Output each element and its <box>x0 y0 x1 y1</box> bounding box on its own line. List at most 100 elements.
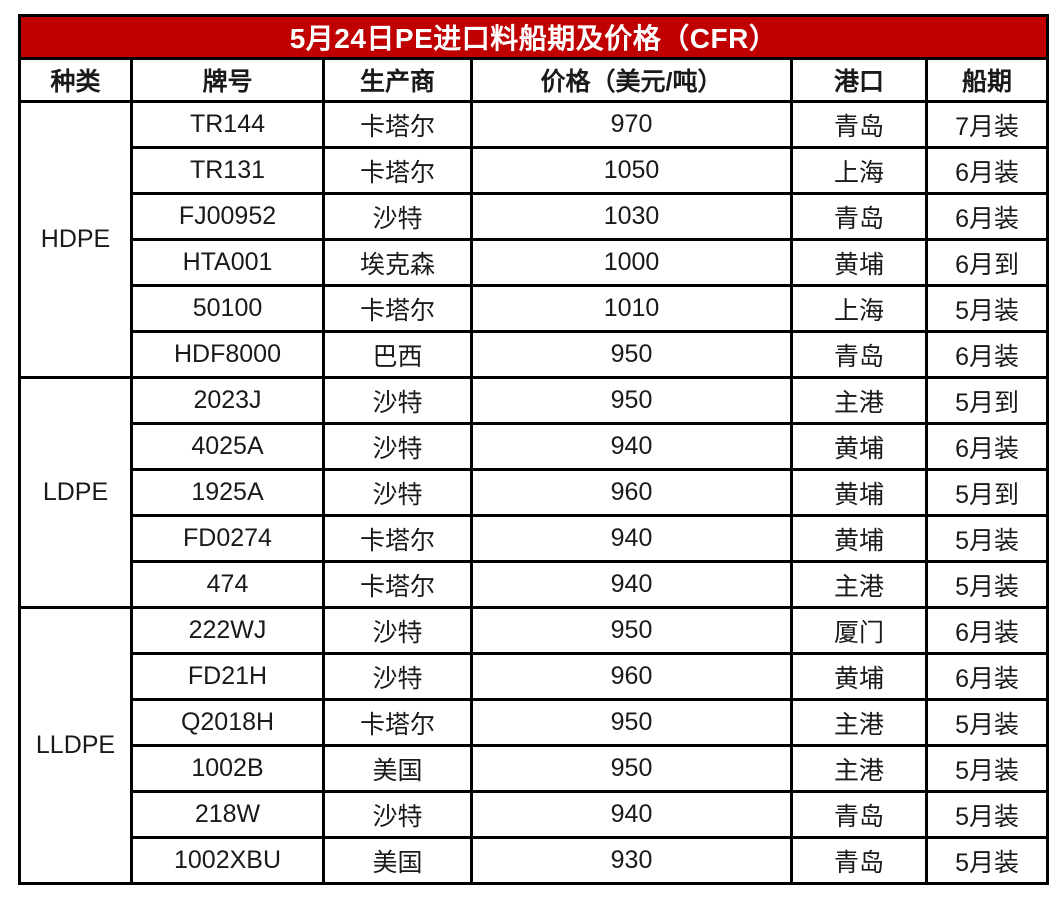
header-port: 港口 <box>790 57 928 103</box>
cell-schedule: 6月装 <box>924 606 1050 655</box>
cell-port: 青岛 <box>790 836 928 885</box>
cell-producer: 卡塔尔 <box>322 146 473 195</box>
table-row: LDPE 2023J 沙特 950 主港 5月到 <box>18 376 1050 609</box>
cell-schedule: 6月装 <box>924 330 1050 379</box>
header-schedule: 船期 <box>924 57 1050 103</box>
cell-port: 青岛 <box>790 100 928 149</box>
cell-grade: 218W <box>130 790 325 839</box>
cell-schedule: 5月装 <box>924 514 1050 563</box>
cell-grade: HTA001 <box>130 238 325 287</box>
cell-price: 960 <box>470 652 793 701</box>
cell-port: 黄埔 <box>790 514 928 563</box>
header-grade: 牌号 <box>130 57 325 103</box>
cell-grade: 2023J <box>130 376 325 425</box>
table-row: 1925A 沙特 960 黄埔 5月到 <box>20 468 1050 517</box>
cell-producer: 埃克森 <box>322 238 473 287</box>
cell-schedule: 6月装 <box>924 422 1050 471</box>
table-row: HTA001 埃克森 1000 黄埔 6月到 <box>20 238 1050 287</box>
cell-schedule: 5月装 <box>924 790 1050 839</box>
cell-producer: 卡塔尔 <box>322 100 473 149</box>
header-price: 价格（美元/吨） <box>470 57 793 103</box>
group-cell-ldpe: LDPE <box>18 376 133 609</box>
cell-grade: 4025A <box>130 422 325 471</box>
cell-price: 1050 <box>470 146 793 195</box>
table-row: 474 卡塔尔 940 主港 5月装 <box>20 560 1050 609</box>
cell-port: 厦门 <box>790 606 928 655</box>
cell-port: 主港 <box>790 560 928 609</box>
cell-grade: 50100 <box>130 284 325 333</box>
table-row: FD21H 沙特 960 黄埔 6月装 <box>20 652 1050 701</box>
table-row: LLDPE 222WJ 沙特 950 厦门 6月装 <box>18 606 1050 885</box>
cell-price: 950 <box>470 606 793 655</box>
table-row: 1002B 美国 950 主港 5月装 <box>20 744 1050 793</box>
cell-producer: 沙特 <box>322 468 473 517</box>
table-row: 50100 卡塔尔 1010 上海 5月装 <box>20 284 1050 333</box>
cell-price: 970 <box>470 100 793 149</box>
cell-grade: 1002B <box>130 744 325 793</box>
cell-grade: TR131 <box>130 146 325 195</box>
cell-grade: TR144 <box>130 100 325 149</box>
cell-grade: FJ00952 <box>130 192 325 241</box>
cell-port: 黄埔 <box>790 238 928 287</box>
cell-price: 1030 <box>470 192 793 241</box>
cell-producer: 美国 <box>322 836 473 885</box>
cell-grade: Q2018H <box>130 698 325 747</box>
cell-price: 940 <box>470 560 793 609</box>
table-title: 5月24日PE进口料船期及价格（CFR） <box>17 14 1050 60</box>
cell-schedule: 6月装 <box>924 652 1050 701</box>
cell-port: 主港 <box>790 744 928 793</box>
cell-producer: 沙特 <box>322 606 473 655</box>
cell-schedule: 6月到 <box>924 238 1050 287</box>
group-cell-lldpe: LLDPE <box>18 606 133 885</box>
table-title-row: 5月24日PE进口料船期及价格（CFR） <box>17 14 1050 60</box>
cell-price: 1000 <box>470 238 793 287</box>
group-cell-hdpe: HDPE <box>18 100 133 379</box>
header-type: 种类 <box>18 57 133 103</box>
cell-grade: 222WJ <box>130 606 325 655</box>
cell-price: 940 <box>470 422 793 471</box>
cell-price: 940 <box>470 790 793 839</box>
cell-producer: 沙特 <box>322 652 473 701</box>
cell-price: 950 <box>470 330 793 379</box>
cell-port: 上海 <box>790 146 928 195</box>
cell-schedule: 7月装 <box>924 100 1050 149</box>
cell-grade: FD0274 <box>130 514 325 563</box>
cell-producer: 卡塔尔 <box>322 514 473 563</box>
cell-grade: 474 <box>130 560 325 609</box>
cell-schedule: 5月装 <box>924 698 1050 747</box>
cell-schedule: 5月到 <box>924 468 1050 517</box>
price-sheet: 5月24日PE进口料船期及价格（CFR） 种类 牌号 生产商 价格（美元/吨） … <box>17 14 1050 885</box>
cell-producer: 卡塔尔 <box>322 698 473 747</box>
cell-grade: 1002XBU <box>130 836 325 885</box>
cell-port: 青岛 <box>790 790 928 839</box>
table-row: HDPE TR144 卡塔尔 970 青岛 7月装 <box>18 100 1050 379</box>
table-row: TR131 卡塔尔 1050 上海 6月装 <box>20 146 1050 195</box>
cell-grade: 1925A <box>130 468 325 517</box>
cell-port: 青岛 <box>790 192 928 241</box>
cell-schedule: 6月装 <box>924 192 1050 241</box>
cell-schedule: 5月装 <box>924 560 1050 609</box>
table-row: Q2018H 卡塔尔 950 主港 5月装 <box>20 698 1050 747</box>
cell-schedule: 5月装 <box>924 284 1050 333</box>
cell-grade: HDF8000 <box>130 330 325 379</box>
cell-producer: 沙特 <box>322 192 473 241</box>
cell-price: 950 <box>470 376 793 425</box>
cell-port: 黄埔 <box>790 652 928 701</box>
cell-producer: 巴西 <box>322 330 473 379</box>
cell-price: 950 <box>470 744 793 793</box>
cell-schedule: 5月装 <box>924 744 1050 793</box>
table-row: 1002XBU 美国 930 青岛 5月装 <box>20 836 1050 885</box>
cell-producer: 卡塔尔 <box>322 284 473 333</box>
cell-producer: 沙特 <box>322 422 473 471</box>
cell-producer: 沙特 <box>322 790 473 839</box>
table-row: 4025A 沙特 940 黄埔 6月装 <box>20 422 1050 471</box>
cell-schedule: 6月装 <box>924 146 1050 195</box>
cell-schedule: 5月装 <box>924 836 1050 885</box>
cell-port: 青岛 <box>790 330 928 379</box>
cell-price: 930 <box>470 836 793 885</box>
cell-port: 主港 <box>790 698 928 747</box>
cell-price: 940 <box>470 514 793 563</box>
table-row: 218W 沙特 940 青岛 5月装 <box>20 790 1050 839</box>
cell-producer: 美国 <box>322 744 473 793</box>
